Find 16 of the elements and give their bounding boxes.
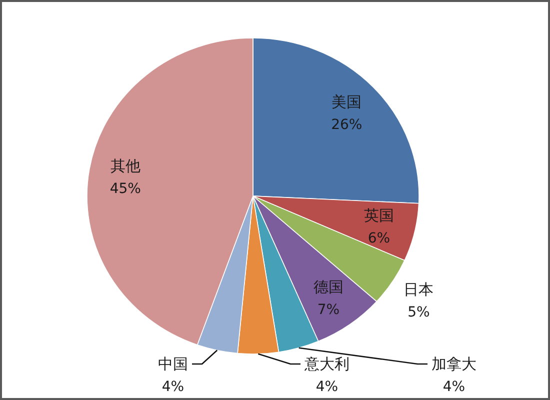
slice-label: 美国 (332, 92, 362, 111)
data-label: 45% (110, 181, 141, 198)
data-label: 6% (368, 230, 390, 246)
slice-label: 加拿大 (432, 355, 476, 373)
slice-label: 日本 (404, 280, 434, 298)
data-label: 4% (442, 379, 466, 395)
data-label: 4% (162, 379, 184, 395)
slice-label: 其他 (110, 157, 140, 176)
slice-label: 德国 (313, 278, 344, 296)
data-label: 26% (331, 116, 362, 133)
data-label: 5% (408, 304, 430, 320)
data-label: 4% (316, 379, 338, 395)
slice-label: 中国 (158, 355, 188, 373)
slice-label: 意大利 (304, 355, 350, 373)
slice-label: 英国 (364, 206, 394, 224)
data-label: 7% (317, 302, 340, 318)
